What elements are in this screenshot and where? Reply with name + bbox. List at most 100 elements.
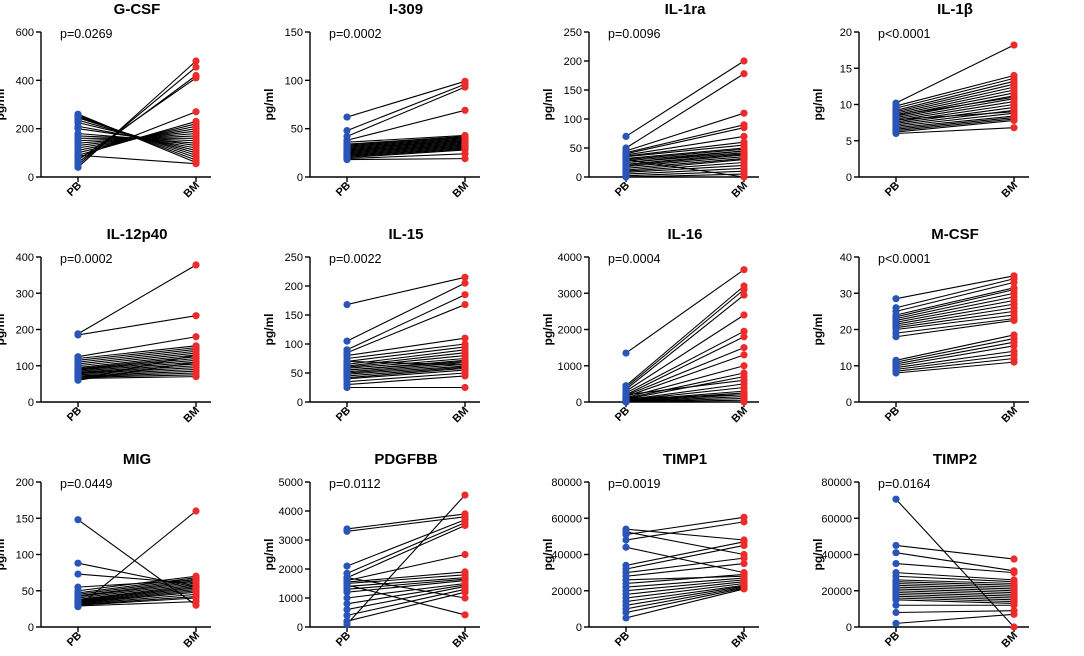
pair-line (625, 577, 745, 588)
y-tick-label: 150 (16, 513, 34, 525)
pb-point (74, 516, 82, 524)
pb-point (74, 151, 82, 159)
y-tick-label: 5 (846, 136, 852, 148)
pair-line (895, 74, 1015, 107)
pb-point (343, 156, 351, 164)
bm-point (740, 311, 748, 319)
pair-line (346, 109, 466, 141)
pb-point (622, 543, 630, 551)
p-value-label: p=0.0019 (608, 477, 661, 491)
pair-line (895, 103, 1015, 123)
pair-line (346, 294, 466, 351)
pair-line (77, 357, 197, 370)
bm-point (1010, 342, 1018, 350)
pair-line (895, 303, 1015, 325)
panel-pdgfbb: PDGFBB p=0.0112 0 1000 2000 3000 4000 5000 pg/ml… (262, 451, 480, 650)
pair-line (895, 307, 1015, 327)
y-tick-label: 2000 (558, 325, 582, 337)
pair-line (77, 359, 197, 371)
pair-line (895, 597, 1015, 603)
x-category-label: PB (883, 630, 902, 649)
bm-point (461, 300, 469, 309)
pair-line (625, 269, 745, 354)
panel-title: IL-12p40 (107, 226, 168, 243)
pair-line (77, 368, 197, 376)
y-tick-label: 100 (285, 339, 303, 351)
pair-line (625, 112, 745, 152)
panel-title: M-CSF (931, 226, 979, 243)
pair-line (346, 519, 466, 567)
pair-line (895, 98, 1015, 120)
panel-il-12p40: IL-12p40 p=0.0002 0 100 200 300 400 pg/ml PB BM (0, 226, 211, 425)
pb-point (892, 333, 900, 341)
pair-line (346, 584, 466, 616)
pair-line (346, 337, 466, 357)
y-tick-label: 2000 (279, 564, 303, 576)
y-tick-label: 100 (564, 114, 582, 126)
pair-line (895, 584, 1015, 590)
pb-point (892, 559, 900, 568)
x-category-label: PB (613, 405, 632, 424)
pair-line (625, 141, 745, 157)
y-tick-label: 10 (840, 100, 852, 112)
pb-point (74, 603, 82, 611)
bm-point (461, 334, 469, 342)
pb-point (343, 383, 351, 392)
pair-line (346, 591, 466, 622)
y-tick-label: 250 (564, 27, 582, 39)
bm-point (1010, 93, 1018, 101)
y-axis-label: pg/ml (262, 314, 276, 346)
pb-point (892, 129, 900, 138)
pair-line (895, 83, 1015, 113)
bm-point (740, 391, 748, 399)
bm-point (740, 362, 748, 370)
pair-line (895, 77, 1015, 109)
p-value-label: p=0.0449 (60, 477, 113, 491)
pb-point (343, 562, 351, 570)
pair-line (346, 135, 466, 145)
pair-line (346, 144, 466, 154)
pair-line (895, 314, 1015, 331)
pair-line (895, 572, 1015, 581)
pair-line (895, 118, 1015, 132)
y-tick-label: 150 (285, 27, 303, 39)
pair-line (625, 541, 745, 566)
y-tick-label: 200 (564, 56, 582, 68)
pair-line (625, 285, 745, 387)
pair-line (625, 314, 745, 392)
pair-line (77, 114, 197, 161)
pair-line (346, 146, 466, 156)
p-value-label: p=0.0002 (60, 252, 113, 266)
pb-point (343, 588, 351, 596)
pb-point (343, 620, 351, 628)
bm-point (1010, 278, 1018, 286)
pair-line (77, 587, 197, 602)
pb-point (74, 376, 82, 384)
pair-line (895, 44, 1015, 104)
pair-line (625, 372, 745, 399)
pb-point (343, 611, 351, 620)
x-category-label: PB (334, 180, 353, 199)
pb-point (622, 608, 630, 617)
pb-point (74, 331, 82, 339)
pair-line (625, 144, 745, 158)
pb-point (343, 113, 351, 121)
bm-point (740, 109, 748, 117)
panel-title: IL-1ra (665, 1, 707, 18)
pair-line (77, 510, 197, 608)
pair-line (346, 365, 466, 375)
pair-line (895, 119, 1015, 133)
pair-line (77, 588, 197, 603)
y-axis-label: pg/ml (0, 539, 7, 571)
x-category-label: BM (730, 405, 751, 426)
pair-line (895, 341, 1015, 365)
y-axis-label: pg/ml (262, 89, 276, 121)
pair-line (77, 591, 197, 604)
panel-i-309: I-309 p=0.0002 0 50 100 150 pg/ml PB BM (262, 1, 480, 200)
panel-il-16: IL-16 p=0.0004 0 1000 2000 3000 4000 pg/ml PB BM (541, 226, 759, 425)
y-tick-label: 0 (297, 172, 303, 184)
bm-point (461, 521, 469, 530)
bm-point (461, 273, 469, 281)
pb-point (622, 614, 630, 622)
pb-point (343, 527, 351, 535)
